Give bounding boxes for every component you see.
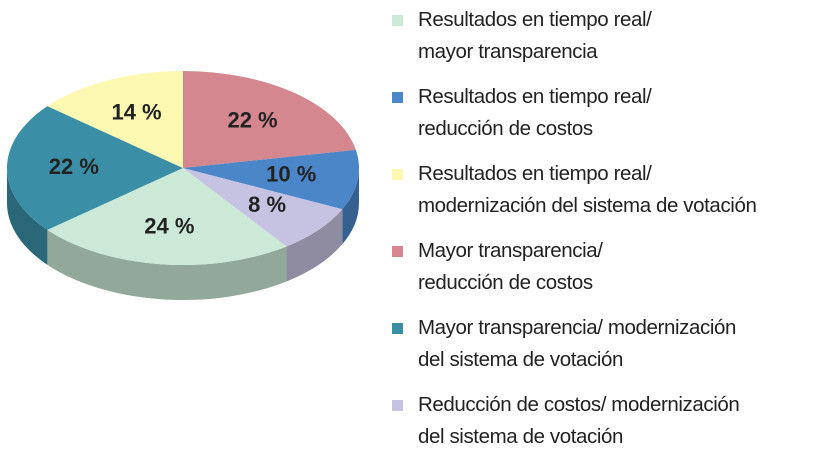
legend-label: Resultados en tiempo real/ mayor transpa… <box>418 8 652 63</box>
legend-item: Mayor transparencia/ modernización del s… <box>390 312 830 389</box>
legend-item: Resultados en tiempo real/ modernización… <box>390 158 830 235</box>
pie-slice <box>47 168 287 265</box>
pie-side <box>7 168 48 265</box>
data-label: 24 % <box>144 213 194 238</box>
pie-side <box>47 229 287 300</box>
legend-item: Resultados en tiempo real/ reducción de … <box>390 81 830 158</box>
legend-swatch <box>392 15 403 26</box>
pie-slice <box>6 106 183 230</box>
pie-slice <box>47 71 184 168</box>
pie-side <box>342 168 359 245</box>
legend-label: Mayor transparencia/ modernización del s… <box>418 316 736 371</box>
pie-side <box>286 209 343 282</box>
legend-swatch <box>392 400 403 411</box>
data-label: 8 % <box>248 192 286 217</box>
legend-item: Resultados en tiempo real/ mayor transpa… <box>390 4 830 81</box>
legend-label: Mayor transparencia/ reducción de costos <box>418 239 603 294</box>
data-label: 10 % <box>266 161 316 186</box>
legend-swatch <box>392 323 403 334</box>
data-label: 22 % <box>49 154 99 179</box>
legend: Resultados en tiempo real/ mayor transpa… <box>390 4 830 456</box>
legend-label: Resultados en tiempo real/ reducción de … <box>418 85 652 140</box>
data-label: 14 % <box>111 99 161 124</box>
pie-slice <box>183 168 343 247</box>
legend-label: Resultados en tiempo real/ modernización… <box>418 162 757 217</box>
legend-swatch <box>392 169 403 180</box>
legend-item: Reducción de costos/ modernización del s… <box>390 389 830 456</box>
data-label: 22 % <box>227 107 277 132</box>
pie-chart: 22 % 10 % 8 % 24 % 22 % 14 % <box>6 71 360 300</box>
pie-slice <box>183 71 356 168</box>
legend-swatch <box>392 246 403 257</box>
legend-item: Mayor transparencia/ reducción de costos <box>390 235 830 312</box>
legend-label: Reducción de costos/ modernización del s… <box>418 393 740 448</box>
legend-swatch <box>392 92 403 103</box>
pie-slice <box>183 149 360 210</box>
